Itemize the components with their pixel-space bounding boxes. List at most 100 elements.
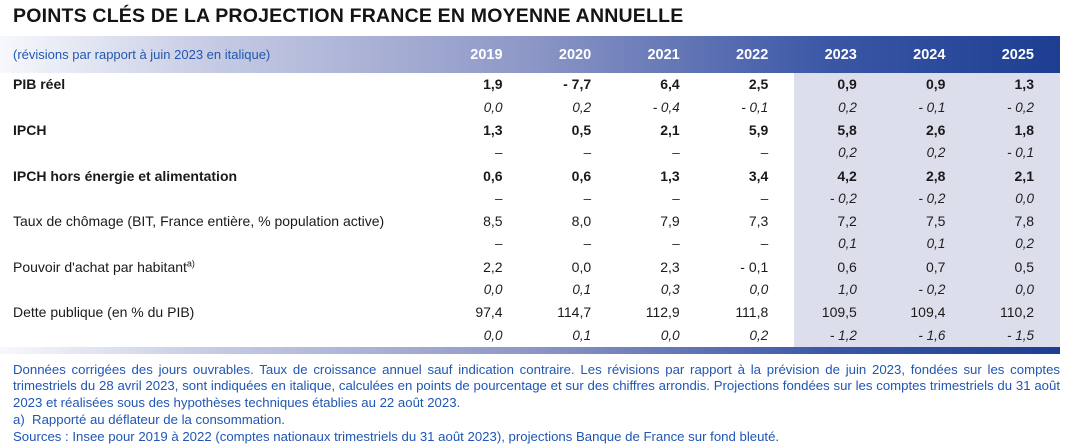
- value-cell-projection: 109,4: [882, 300, 972, 324]
- row-ipch-revisions: – – – – 0,2 0,2 - 0,1: [0, 141, 1060, 165]
- revision-cell-projection: 0,2: [794, 141, 883, 165]
- value-cell: 0,0: [571, 258, 592, 275]
- value-cell-projection: 0,9: [794, 73, 883, 96]
- revision-cell-projection: 0,2: [882, 141, 972, 165]
- value-cell-projection: 7,8: [971, 209, 1060, 233]
- revision-cell: 0,1: [572, 327, 592, 343]
- revision-cell-projection: 0,1: [794, 232, 883, 256]
- value-cell-projection: 7,5: [882, 209, 972, 233]
- revision-cell-projection: - 0,2: [794, 186, 883, 210]
- revision-cell: 0,0: [483, 282, 503, 298]
- value-cell: - 0,1: [740, 258, 769, 275]
- revision-cell-projection: 0,1: [882, 232, 972, 256]
- row-pouvoir-achat-revisions: 0,0 0,1 0,3 0,0 1,0 - 0,2 0,0: [0, 278, 1060, 301]
- value-cell-projection: 2,6: [882, 118, 972, 142]
- row-pib-reel-values: PIB réel 1,9 - 7,7 6,4 2,5 0,9 0,9 1,3: [0, 73, 1060, 96]
- revision-cell-projection: - 1,2: [794, 323, 883, 347]
- value-cell: 2,5: [748, 76, 769, 93]
- row-ipch-values: IPCH 1,3 0,5 2,1 5,9 5,8 2,6 1,8: [0, 118, 1060, 142]
- value-cell: 7,3: [748, 213, 769, 230]
- revision-cell: –: [495, 190, 503, 206]
- value-cell: - 7,7: [563, 76, 592, 93]
- table-bottom-band: [0, 346, 1060, 354]
- revision-cell-projection: - 0,1: [882, 95, 972, 119]
- revisions-note: (révisions par rapport à juin 2023 en it…: [13, 47, 271, 62]
- value-cell-projection: 109,5: [794, 300, 883, 324]
- revision-cell: - 0,1: [741, 99, 769, 115]
- row-label: Pouvoir d'achat par habitanta): [0, 259, 440, 275]
- value-cell: 6,4: [660, 76, 680, 93]
- row-ipch-hors-values: IPCH hors énergie et alimentation 0,6 0,…: [0, 164, 1060, 187]
- value-cell-projection: 4,2: [794, 164, 883, 187]
- value-cell: 2,2: [483, 258, 503, 275]
- value-cell: 2,3: [660, 258, 680, 275]
- row-chomage-values: Taux de chômage (BIT, France entière, % …: [0, 209, 1060, 233]
- revision-cell-projection: - 0,2: [882, 186, 972, 210]
- revision-cell: –: [672, 236, 680, 252]
- revision-cell-projection: 1,0: [794, 278, 883, 301]
- row-ipch-hors-revisions: – – – – - 0,2 - 0,2 0,0: [0, 186, 1060, 210]
- footnote-a: a) Rapporté au déflateur de la consommat…: [13, 411, 285, 427]
- revision-cell: –: [760, 145, 769, 161]
- revision-cell: - 0,4: [652, 99, 680, 115]
- row-pib-reel-revisions: 0,0 0,2 - 0,4 - 0,1 0,2 - 0,1 - 0,2: [0, 95, 1060, 119]
- year-header-2024: 2024: [913, 46, 946, 63]
- value-cell: 8,5: [483, 213, 503, 230]
- value-cell: 97,4: [475, 304, 503, 321]
- revision-cell: 0,2: [572, 99, 592, 115]
- value-cell: 111,8: [735, 304, 769, 321]
- row-chomage-revisions: – – – – 0,1 0,1 0,2: [0, 232, 1060, 256]
- value-cell: 7,9: [660, 213, 680, 230]
- footnote-main: Données corrigées des jours ouvrables. T…: [13, 361, 1060, 411]
- row-dette-revisions: 0,0 0,1 0,0 0,2 - 1,2 - 1,6 - 1,5: [0, 323, 1060, 347]
- revision-cell: 0,0: [483, 327, 503, 343]
- revision-cell: 0,2: [749, 327, 769, 343]
- page-title: POINTS CLÉS DE LA PROJECTION FRANCE EN M…: [13, 5, 684, 27]
- revision-cell: –: [583, 145, 592, 161]
- value-cell: 1,9: [483, 76, 503, 93]
- value-cell: 0,6: [571, 167, 592, 184]
- revision-cell-projection: 0,2: [971, 232, 1060, 256]
- value-cell-projection: 0,9: [882, 73, 972, 96]
- value-cell: 5,9: [748, 121, 769, 138]
- revision-cell-projection: - 1,6: [882, 323, 972, 347]
- year-header-2020: 2020: [558, 46, 592, 63]
- row-label-text: Pouvoir d'achat par habitant: [13, 258, 187, 275]
- value-cell-projection: 2,8: [882, 164, 972, 187]
- value-cell-projection: 1,8: [971, 118, 1060, 142]
- revision-cell-projection: 0,0: [971, 278, 1060, 301]
- value-cell-projection: 0,5: [971, 255, 1060, 279]
- revision-cell: –: [495, 236, 503, 252]
- table-header-band: (révisions par rapport à juin 2023 en it…: [0, 36, 1060, 73]
- row-pouvoir-achat-values: Pouvoir d'achat par habitanta) 2,2 0,0 2…: [0, 255, 1060, 279]
- value-cell: 2,1: [660, 121, 680, 138]
- row-label: IPCH hors énergie et alimentation: [13, 167, 238, 184]
- year-header-2022: 2022: [736, 46, 769, 63]
- revision-cell: 0,0: [660, 327, 680, 343]
- value-cell-projection: 0,6: [794, 255, 883, 279]
- value-cell: 1,3: [660, 167, 680, 184]
- row-label: PIB réel: [13, 76, 66, 93]
- revision-cell: –: [760, 236, 769, 252]
- revision-cell: –: [672, 145, 680, 161]
- revision-cell: 0,1: [572, 282, 592, 298]
- row-label: IPCH: [13, 121, 47, 138]
- value-cell: 1,3: [483, 121, 503, 138]
- revision-cell: –: [495, 145, 503, 161]
- revision-cell: –: [583, 236, 592, 252]
- revision-cell: –: [760, 190, 769, 206]
- projection-table: (révisions par rapport à juin 2023 en it…: [0, 36, 1060, 354]
- value-cell-projection: 0,7: [882, 255, 972, 279]
- footnotes-block: Données corrigées des jours ouvrables. T…: [13, 362, 1060, 446]
- value-cell-projection: 5,8: [794, 118, 883, 142]
- value-cell: 0,6: [483, 167, 503, 184]
- row-label: Dette publique (en % du PIB): [13, 304, 195, 321]
- value-cell: 114,7: [557, 304, 592, 321]
- revision-cell-projection: - 0,2: [882, 278, 972, 301]
- revision-cell-projection: - 0,1: [971, 141, 1060, 165]
- row-label: Taux de chômage (BIT, France entière, % …: [13, 213, 385, 230]
- revision-cell: –: [583, 190, 592, 206]
- revision-cell-projection: 0,0: [971, 186, 1060, 210]
- revision-cell: 0,0: [749, 282, 769, 298]
